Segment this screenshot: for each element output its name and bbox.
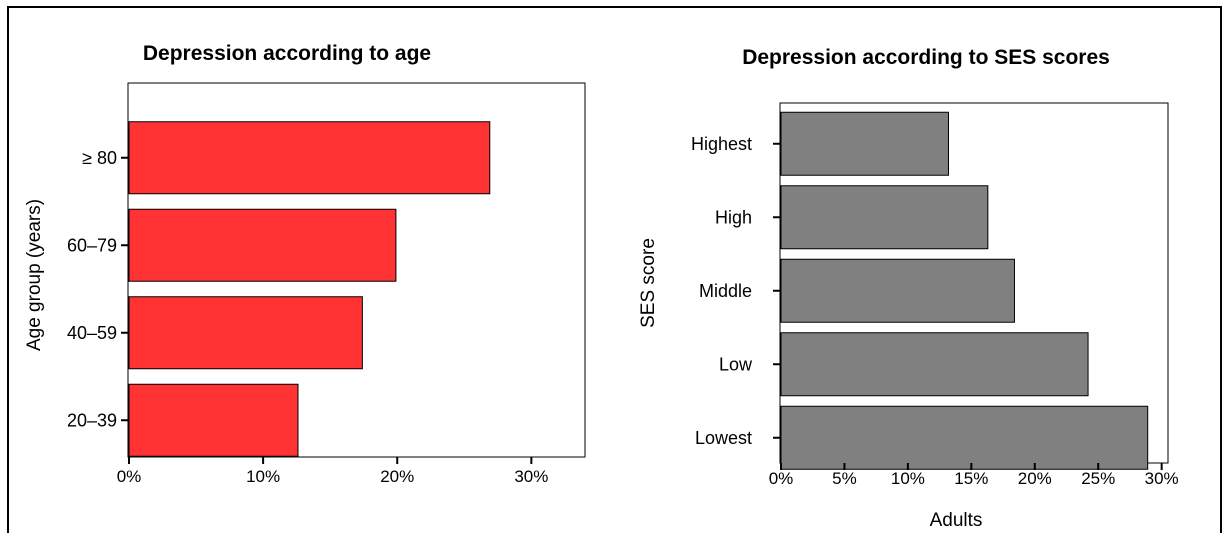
x-tick-label: 30% [514, 467, 548, 486]
chart-title: Depression according to age [143, 42, 431, 65]
x-tick-label: 25% [1081, 469, 1115, 488]
figure-frame [7, 6, 1222, 533]
chart-title: Depression according to SES scores [742, 46, 1110, 69]
bar [128, 383, 299, 457]
category-label: 20–39 [67, 410, 117, 430]
bar [780, 405, 1149, 470]
x-axis-label: Adults [930, 510, 983, 531]
bar [780, 185, 989, 250]
chart-depression-by-age: Depression according to age Age group (y… [24, 42, 586, 486]
x-tick-label: 30% [1145, 469, 1179, 488]
bar [780, 332, 1089, 397]
x-tick-label: 5% [832, 469, 857, 488]
bar [128, 296, 363, 370]
x-tick-label: 20% [380, 467, 414, 486]
y-axis-label: SES score [638, 238, 659, 328]
category-label: High [715, 207, 752, 227]
category-label: Middle [699, 281, 752, 301]
category-label: 40–59 [67, 323, 117, 343]
bar [780, 258, 1015, 323]
plot-area [127, 82, 586, 458]
chart-depression-by-ses: Depression according to SES scores SES s… [638, 46, 1179, 531]
category-label: Lowest [695, 428, 752, 448]
bar [780, 111, 949, 176]
x-tick-label: 0% [117, 467, 142, 486]
bar [128, 121, 491, 195]
x-tick-label: 10% [246, 467, 280, 486]
y-axis-label: Age group (years) [24, 199, 45, 351]
x-tick-label: 10% [891, 469, 925, 488]
category-label: ≥ 80 [82, 148, 117, 168]
category-label: Highest [691, 134, 752, 154]
x-tick-label: 0% [769, 469, 794, 488]
x-tick-label: 15% [954, 469, 988, 488]
category-label: 60–79 [67, 235, 117, 255]
bar [128, 208, 397, 282]
x-tick-label: 20% [1018, 469, 1052, 488]
category-label: Low [719, 354, 753, 374]
